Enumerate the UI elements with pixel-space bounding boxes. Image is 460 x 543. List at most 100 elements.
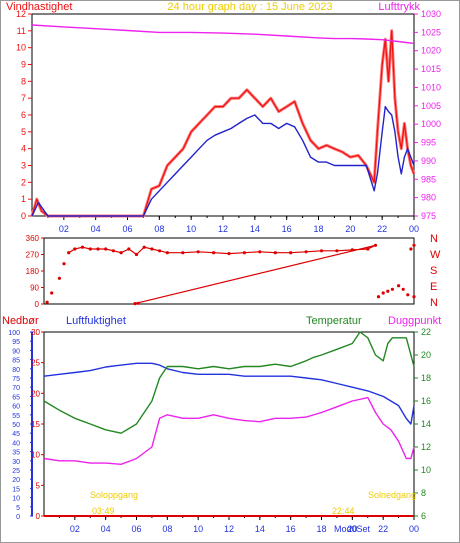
direction-point bbox=[401, 287, 405, 291]
temperature-tick-label: 6 bbox=[421, 511, 426, 521]
direction-point bbox=[412, 295, 416, 299]
x-tick-label: 12 bbox=[218, 224, 228, 234]
x-tick-label: 20 bbox=[345, 224, 355, 234]
direction-point bbox=[376, 295, 381, 299]
direction-point bbox=[45, 300, 49, 304]
precip-tick-label: 5 bbox=[16, 505, 20, 512]
temperature-tick-label: 16 bbox=[421, 396, 431, 406]
humidity-tick-label: 25 bbox=[31, 359, 40, 368]
humidity-tick-label: 30 bbox=[31, 328, 40, 337]
direction-point bbox=[386, 289, 390, 293]
precip-tick-label: 65 bbox=[12, 394, 20, 401]
pressure-axis: 975 980 985 990 995 1000 1005 1010 1015 1020 1025 1… bbox=[414, 9, 441, 221]
pressure-tick-label: 1025 bbox=[421, 27, 441, 37]
precip-tick-label: 100 bbox=[8, 330, 20, 337]
x-tick-label: 04 bbox=[91, 224, 101, 234]
x-tick-label: 10 bbox=[193, 524, 203, 534]
precip-tick-label: 15 bbox=[12, 486, 20, 493]
humidity-tick-label: 10 bbox=[31, 451, 40, 460]
graph-title: 24 hour graph day : 15 June 2023 bbox=[167, 1, 332, 13]
precip-tick-label: 75 bbox=[12, 376, 20, 383]
pressure-label: Lufttrykk bbox=[378, 1, 420, 13]
direction-point bbox=[50, 291, 54, 295]
direction-tick-label: 360 bbox=[26, 234, 40, 243]
x-tick-label: 16 bbox=[286, 524, 296, 534]
pressure-tick-label: 1015 bbox=[421, 64, 441, 74]
precip-tick-label: 35 bbox=[12, 450, 20, 457]
x-tick-label: 08 bbox=[162, 524, 172, 534]
pressure-tick-label: 1030 bbox=[421, 9, 441, 19]
climate-x-ticks: 02 04 06 08 10 12 14 16 18 20 22 00 bbox=[58, 516, 419, 534]
x-tick-label: 06 bbox=[131, 524, 141, 534]
precip-tick-label: 10 bbox=[12, 496, 20, 503]
x-tick-label: 16 bbox=[282, 224, 292, 234]
temperature-tick-label: 10 bbox=[421, 465, 431, 475]
temperature-tick-label: 20 bbox=[421, 350, 431, 360]
temperature-axis: 6 8 10 12 14 16 18 20 22 bbox=[414, 327, 431, 521]
direction-tick-label: 0 bbox=[35, 300, 40, 309]
pressure-tick-label: 1005 bbox=[421, 101, 441, 111]
wind-tick-label: 3 bbox=[21, 161, 26, 171]
precip-tick-label: 55 bbox=[12, 413, 20, 420]
wind-tick-label: 8 bbox=[21, 76, 26, 86]
x-tick-label: 12 bbox=[224, 524, 234, 534]
x-tick-label: 08 bbox=[154, 224, 164, 234]
dewpoint-label: Duggpunkt bbox=[388, 315, 441, 327]
direction-point bbox=[412, 243, 416, 247]
x-tick-label: 06 bbox=[122, 224, 132, 234]
temperature-tick-label: 12 bbox=[421, 442, 431, 452]
direction-trace bbox=[68, 244, 377, 305]
humidity-tick-label: 5 bbox=[36, 481, 41, 490]
dewpoint-line bbox=[43, 396, 415, 465]
wind-tick-label: 11 bbox=[17, 26, 26, 36]
direction-point bbox=[397, 284, 401, 288]
precip-tick-label: 0 bbox=[16, 514, 20, 521]
direction-letter: E bbox=[430, 281, 437, 293]
direction-series bbox=[45, 243, 416, 306]
x-tick-label: 00 bbox=[409, 224, 419, 234]
sunrise-label: Soloppgang bbox=[90, 490, 138, 500]
wind-series bbox=[30, 24, 416, 218]
precip-tick-label: 30 bbox=[12, 459, 20, 466]
pressure-tick-label: 975 bbox=[421, 211, 436, 221]
precip-tick-label: 25 bbox=[12, 468, 20, 475]
precip-tick-label: 45 bbox=[12, 431, 20, 438]
humidity-tick-label: 15 bbox=[31, 420, 40, 429]
x-tick-label: 18 bbox=[316, 524, 326, 534]
direction-tick-label: 270 bbox=[26, 251, 40, 260]
climate-series bbox=[43, 331, 415, 517]
wind-tick-label: 1 bbox=[21, 194, 26, 204]
precip-tick-label: 70 bbox=[12, 385, 20, 392]
direction-point bbox=[57, 276, 62, 280]
wind-speed-label: Vindhastighet bbox=[6, 1, 72, 13]
direction-axis: 0 90 180 270 360 bbox=[26, 234, 44, 309]
direction-point bbox=[406, 293, 410, 297]
direction-tick-label: 180 bbox=[26, 267, 40, 276]
direction-point bbox=[381, 291, 385, 295]
pressure-tick-label: 1000 bbox=[421, 119, 441, 129]
x-tick-label: 18 bbox=[313, 224, 323, 234]
pressure-tick-label: 980 bbox=[421, 193, 436, 203]
precip-tick-label: 50 bbox=[12, 422, 20, 429]
precip-axis: 0 5 10 15 20 25 30 35 40 45 50 55 60 65 70 75 80 85 90 95 10… bbox=[8, 330, 33, 521]
temperature-line bbox=[43, 331, 415, 434]
humidity-tick-label: 0 bbox=[36, 512, 41, 521]
temperature-label: Temperatur bbox=[306, 315, 362, 327]
direction-letter: S bbox=[430, 265, 437, 277]
wind-tick-label: 12 bbox=[16, 9, 26, 19]
x-tick-label: 00 bbox=[409, 524, 419, 534]
pressure-tick-label: 985 bbox=[421, 174, 436, 184]
wind-tick-label: 5 bbox=[21, 127, 26, 137]
humidity-temperature-panel: 0510152025303540455055606570758085909510… bbox=[8, 327, 431, 534]
mean-wind-line bbox=[31, 105, 415, 217]
precip-tick-label: 40 bbox=[12, 440, 20, 447]
moon-label: Mod0Set bbox=[334, 524, 371, 534]
direction-letter: N bbox=[430, 233, 438, 245]
wind-tick-label: 4 bbox=[21, 144, 26, 154]
x-tick-label: 20 bbox=[347, 524, 357, 534]
